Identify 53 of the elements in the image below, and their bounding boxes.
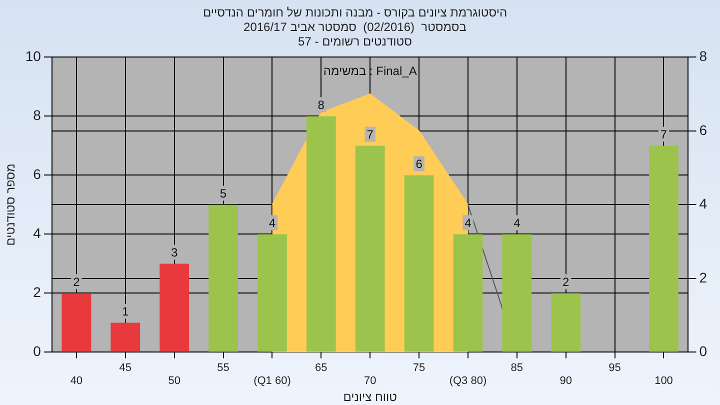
data-label: 1 bbox=[122, 304, 130, 319]
data-label: 7 bbox=[660, 128, 668, 142]
x-tick-label: 100 bbox=[654, 375, 673, 388]
x-tick-label: (Q1 60) bbox=[254, 375, 291, 388]
x-tick-label: 50 bbox=[168, 375, 180, 388]
y2-tick-label: 4 bbox=[699, 196, 708, 212]
data-label: 3 bbox=[170, 246, 178, 260]
y2-tick-label: 6 bbox=[699, 122, 708, 138]
x-tick-label: 70 bbox=[364, 375, 376, 388]
bar bbox=[551, 293, 581, 352]
y-tick-label: 6 bbox=[33, 166, 42, 182]
chart-subtitle: בסמסטר (02/2016) סמסטר אביב 2016/17 סטודנטים רשומים - 57 bbox=[244, 20, 466, 48]
x-tick-label: (Q3 80) bbox=[449, 375, 487, 388]
y2-tick-label: 8 bbox=[699, 48, 708, 64]
annotation: במשימה : Final_A bbox=[323, 64, 417, 78]
data-label: 5 bbox=[220, 186, 227, 201]
bar bbox=[160, 264, 190, 352]
data-label: 4 bbox=[268, 216, 276, 230]
y2-tick-label: 2 bbox=[699, 269, 708, 286]
chart-title: היסטוגרמת ציונים בקורס - מבנה ותכונות של חומרים הנדסיים bbox=[202, 6, 508, 20]
data-label: 7 bbox=[366, 128, 374, 142]
y-tick-label: 0 bbox=[33, 343, 42, 360]
bar bbox=[649, 146, 678, 352]
x-tick-label: 90 bbox=[560, 375, 572, 388]
bar bbox=[355, 146, 385, 352]
y-tick-label: 8 bbox=[33, 107, 42, 124]
x-tick-label: 40 bbox=[70, 375, 83, 388]
y-tick-label: 2 bbox=[33, 284, 42, 300]
data-label: 4 bbox=[464, 216, 472, 230]
bar bbox=[453, 234, 483, 352]
y-axis-title: מספר סטודנטים bbox=[4, 164, 18, 246]
x-tick-label: 75 bbox=[412, 362, 426, 374]
data-label: 4 bbox=[514, 216, 521, 230]
bar bbox=[502, 234, 532, 352]
x-axis-title: טווח ציונים bbox=[343, 390, 398, 404]
bar bbox=[258, 234, 287, 352]
data-label: 6 bbox=[416, 157, 423, 172]
x-tick-label: 65 bbox=[315, 362, 328, 374]
y-tick-label: 4 bbox=[33, 225, 42, 242]
bar bbox=[404, 175, 434, 352]
data-label: 2 bbox=[562, 275, 570, 290]
y-tick-label: 10 bbox=[25, 48, 42, 64]
data-label: 8 bbox=[318, 98, 325, 112]
bar bbox=[208, 204, 238, 352]
y2-tick-label: 0 bbox=[699, 343, 708, 360]
bar bbox=[62, 293, 92, 352]
x-tick-label: 45 bbox=[119, 362, 132, 374]
x-tick-label: 95 bbox=[608, 362, 621, 374]
bar bbox=[110, 322, 140, 352]
data-label: 2 bbox=[73, 275, 80, 290]
x-tick-label: 55 bbox=[217, 362, 230, 374]
x-tick-label: 85 bbox=[510, 362, 524, 374]
bar bbox=[306, 116, 336, 352]
